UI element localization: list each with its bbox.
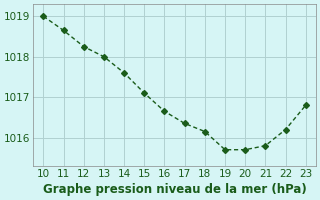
X-axis label: Graphe pression niveau de la mer (hPa): Graphe pression niveau de la mer (hPa) [43,183,307,196]
